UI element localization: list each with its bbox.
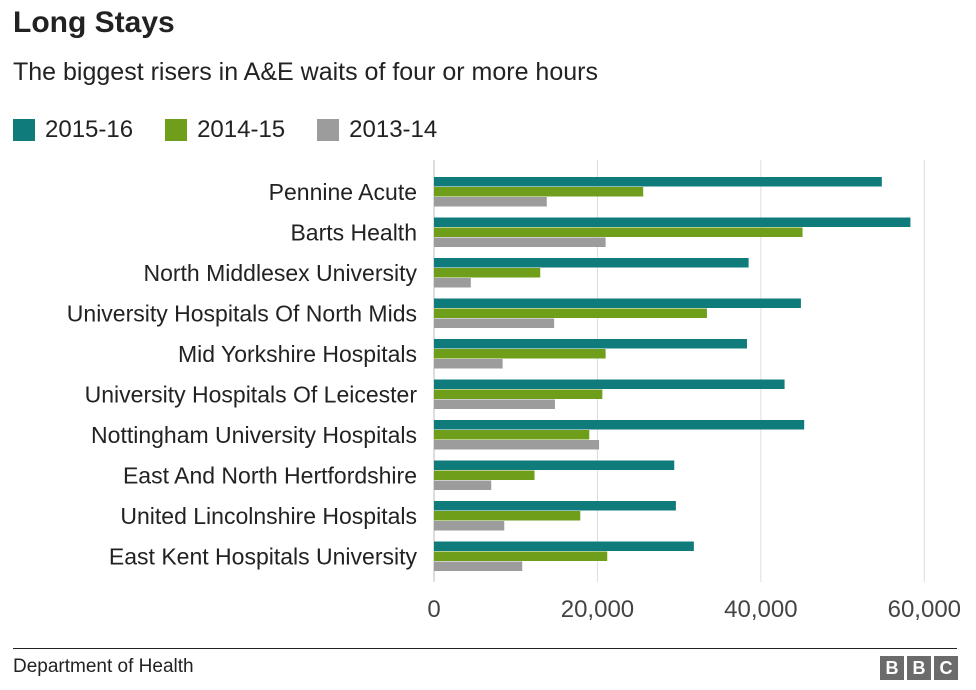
legend: 2015-16 2014-15 2013-14	[13, 116, 469, 144]
bar-2014-15	[434, 268, 541, 278]
chart-title: Long Stays	[13, 6, 175, 39]
category-label: North Middlesex University	[143, 260, 417, 286]
bbc-logo-letter: C	[934, 656, 958, 680]
bar-2014-15	[434, 551, 608, 561]
legend-item-2015-16: 2015-16	[13, 116, 133, 144]
legend-swatch-2015-16	[13, 119, 35, 141]
bar-2014-15	[434, 430, 590, 440]
chart-subtitle: The biggest risers in A&E waits of four …	[13, 58, 598, 86]
legend-item-2013-14: 2013-14	[317, 116, 437, 144]
bar-2015-16	[434, 379, 785, 389]
bar-2014-15	[434, 187, 644, 197]
bbc-logo-letter: B	[907, 656, 931, 680]
legend-label-2015-16: 2015-16	[45, 116, 134, 143]
legend-item-2014-15: 2014-15	[165, 116, 285, 144]
bar-2013-14	[434, 440, 600, 450]
category-label: Nottingham University Hospitals	[91, 422, 417, 448]
bar-2015-16	[434, 177, 882, 187]
bar-2013-14	[434, 318, 555, 328]
bbc-logo-letter: B	[880, 656, 904, 680]
bar-2013-14	[434, 197, 547, 207]
bar-2013-14	[434, 237, 606, 247]
bar-2013-14	[434, 480, 492, 490]
category-label: University Hospitals Of Leicester	[85, 382, 418, 408]
bar-2015-16	[434, 541, 694, 551]
bbc-logo: B B C	[877, 656, 958, 680]
x-tick-label: 60,000	[888, 596, 961, 623]
bar-chart: 0 20,000 40,000 60,000 Pennine Acute Barts He…	[67, 160, 961, 623]
bar-2015-16	[434, 339, 747, 349]
bar-2013-14	[434, 278, 471, 288]
source-label: Department of Health	[13, 656, 194, 677]
bar-2014-15	[434, 227, 803, 237]
x-tick-label: 40,000	[724, 596, 797, 623]
footer-divider	[13, 648, 957, 649]
category-label: East Kent Hospitals University	[109, 544, 418, 570]
bar-2014-15	[434, 389, 603, 399]
category-label: Pennine Acute	[269, 179, 417, 205]
bar-2014-15	[434, 511, 581, 521]
category-label: Mid Yorkshire Hospitals	[178, 341, 417, 367]
legend-swatch-2014-15	[165, 119, 188, 141]
bar-2015-16	[434, 217, 911, 227]
bar-2014-15	[434, 349, 606, 359]
legend-swatch-2013-14	[317, 119, 340, 141]
bar-2015-16	[434, 298, 801, 308]
bar-2014-15	[434, 308, 707, 318]
x-tick-label: 0	[427, 596, 440, 623]
category-label: United Lincolnshire Hospitals	[120, 503, 417, 529]
legend-label-2014-15: 2014-15	[197, 116, 286, 143]
category-label: Barts Health	[290, 220, 417, 246]
bar-2015-16	[434, 460, 675, 470]
bar-2013-14	[434, 359, 503, 369]
legend-label-2013-14: 2013-14	[349, 116, 438, 143]
bar-2015-16	[434, 501, 676, 511]
bar-2013-14	[434, 399, 555, 409]
bar-2015-16	[434, 258, 749, 268]
x-tick-label: 20,000	[561, 596, 634, 623]
bar-2014-15	[434, 470, 535, 480]
bar-2015-16	[434, 420, 805, 430]
bar-2013-14	[434, 561, 523, 571]
bar-2013-14	[434, 521, 505, 531]
category-label: East And North Hertfordshire	[123, 463, 417, 489]
category-label: University Hospitals Of North Mids	[67, 301, 417, 327]
